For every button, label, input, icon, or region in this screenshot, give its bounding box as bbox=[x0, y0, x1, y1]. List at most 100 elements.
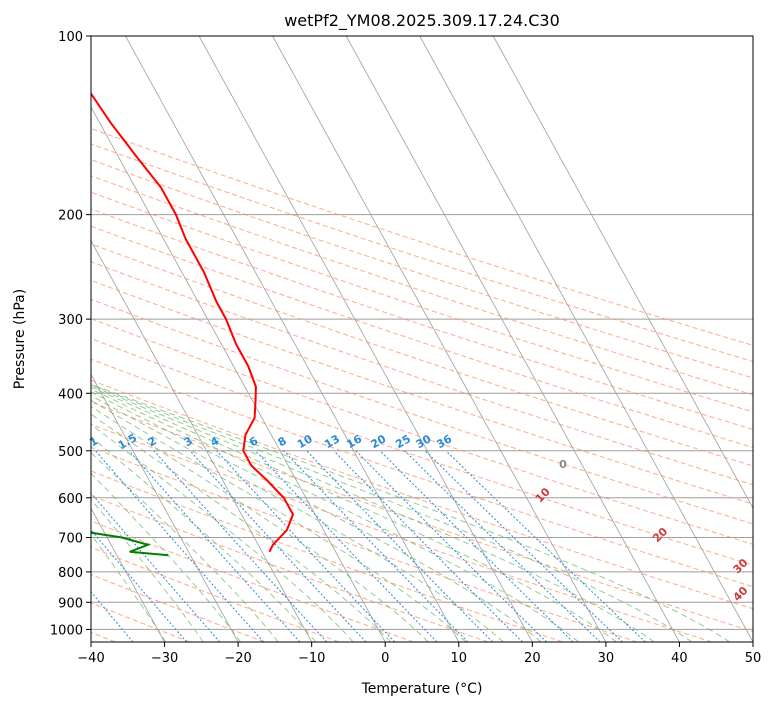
x-tick-label: −10 bbox=[298, 651, 325, 666]
mixing-ratio-line bbox=[95, 450, 264, 642]
mixing-ratio-label: 16 bbox=[344, 432, 364, 451]
moist-adiabat-label: 20 bbox=[650, 525, 670, 545]
y-tick-label: 1000 bbox=[50, 623, 83, 638]
mixing-ratio-line bbox=[306, 450, 494, 642]
plot-frame bbox=[90, 35, 754, 643]
dry-adiabat-line bbox=[91, 520, 414, 642]
isotherm-line bbox=[419, 36, 753, 642]
dry-adiabat-line bbox=[91, 298, 753, 525]
moist-adiabat-line bbox=[91, 498, 204, 642]
y-tick-label: 900 bbox=[58, 596, 83, 611]
dry-adiabat-line bbox=[91, 338, 753, 566]
zero-isotherm-label: 0 bbox=[559, 458, 567, 471]
isotherm-line bbox=[345, 36, 680, 642]
mixing-ratio-label: 20 bbox=[369, 432, 389, 451]
temperature-profile-line bbox=[91, 91, 295, 553]
dry-adiabat-line bbox=[91, 318, 753, 545]
moist-adiabat-line bbox=[91, 385, 655, 642]
mixing-ratio-line bbox=[445, 450, 646, 642]
moist-adiabat-line bbox=[91, 395, 504, 642]
dry-adiabat-line bbox=[91, 279, 753, 505]
y-tick-label: 600 bbox=[58, 492, 83, 507]
x-tick-label: 0 bbox=[381, 651, 389, 666]
dry-adiabat-line bbox=[91, 143, 753, 362]
mixing-ratio-label: 13 bbox=[322, 432, 342, 451]
moist-adiabat-line bbox=[91, 413, 391, 642]
dry-adiabat-line bbox=[91, 602, 190, 642]
moist-adiabat-line bbox=[91, 533, 167, 642]
moist-adiabat-label: 40 bbox=[731, 584, 751, 604]
mixing-ratio-line bbox=[379, 450, 574, 642]
dry-adiabat-line bbox=[91, 225, 753, 449]
dry-adiabat-line bbox=[91, 401, 753, 633]
x-axis-label: Temperature (°C) bbox=[361, 681, 483, 697]
moist-adiabat-line bbox=[91, 386, 617, 642]
isotherm-line bbox=[91, 106, 386, 642]
mixing-ratio-label: 1 bbox=[87, 434, 100, 449]
y-tick-label: 800 bbox=[58, 566, 83, 581]
x-tick-label: 50 bbox=[745, 651, 762, 666]
mixing-ratio-line bbox=[91, 529, 187, 642]
x-tick-label: −20 bbox=[224, 651, 251, 666]
dry-adiabat-line bbox=[91, 446, 638, 642]
mixing-ratio-line bbox=[255, 450, 438, 642]
dry-adiabat-line bbox=[91, 175, 753, 396]
moist-adiabat-line bbox=[91, 384, 693, 642]
y-tick-label: 100 bbox=[58, 30, 83, 45]
mixing-ratio-line bbox=[333, 450, 523, 642]
isotherm-line bbox=[91, 373, 239, 642]
x-tick-label: 20 bbox=[524, 651, 541, 666]
isotherm-line bbox=[492, 36, 753, 510]
mixing-ratio-line bbox=[216, 450, 396, 642]
y-tick-label: 500 bbox=[58, 445, 83, 460]
dry-adiabat-line bbox=[91, 191, 753, 413]
moist-adiabat-line bbox=[91, 452, 279, 642]
dry-adiabat-line bbox=[91, 127, 753, 346]
plot-area bbox=[91, 36, 753, 642]
mixing-ratio-label: 3 bbox=[182, 434, 195, 449]
mixing-ratio-line bbox=[355, 450, 547, 642]
mixing-ratio-line bbox=[128, 450, 301, 642]
x-tick-label: 10 bbox=[451, 651, 468, 666]
y-tick-label: 200 bbox=[58, 209, 83, 224]
moist-adiabat-label: 10 bbox=[533, 485, 553, 505]
mixing-ratio-label: 36 bbox=[434, 432, 454, 451]
moist-adiabat-line bbox=[91, 383, 730, 642]
moist-adiabat-line bbox=[91, 472, 241, 642]
mixing-ratio-line bbox=[404, 450, 601, 642]
dry-adiabat-line bbox=[91, 159, 753, 379]
moist-adiabat-line bbox=[91, 406, 429, 642]
dry-adiabat-line bbox=[91, 495, 489, 642]
dry-adiabat-line bbox=[91, 470, 563, 642]
isotherm-line bbox=[91, 507, 165, 642]
dry-adiabat-line bbox=[91, 208, 753, 431]
x-tick-label: 40 bbox=[671, 651, 688, 666]
mixing-ratio-label: 2 bbox=[146, 434, 159, 449]
y-tick-label: 400 bbox=[58, 387, 83, 402]
mixing-ratio-label: 6 bbox=[247, 434, 260, 449]
dry-adiabat-line bbox=[91, 358, 753, 588]
mixing-ratio-line bbox=[283, 450, 469, 642]
x-tick-label: −40 bbox=[77, 651, 104, 666]
dry-adiabat-line bbox=[91, 423, 712, 642]
moist-adiabat-line bbox=[91, 423, 354, 642]
isotherm-line bbox=[198, 36, 533, 642]
dry-adiabat-line bbox=[91, 243, 753, 467]
moist-adiabat-line bbox=[91, 436, 316, 642]
isotherm-line bbox=[91, 239, 313, 642]
mixing-ratio-line bbox=[424, 450, 623, 642]
isotherm-line bbox=[125, 36, 460, 642]
x-tick-label: −30 bbox=[151, 651, 178, 666]
chart-title: wetPf2_YM08.2025.309.17.24.C30 bbox=[284, 11, 560, 31]
x-tick-label: 30 bbox=[598, 651, 615, 666]
dry-adiabat-line bbox=[91, 379, 753, 610]
moist-adiabat-line bbox=[91, 388, 579, 642]
dry-adiabat-line bbox=[91, 261, 753, 486]
mixing-ratio-line bbox=[189, 450, 367, 642]
moist-adiabat-line bbox=[91, 391, 542, 642]
isotherm-line bbox=[272, 36, 607, 642]
y-axis-label: Pressure (hPa) bbox=[12, 289, 28, 389]
mixing-ratio-line bbox=[153, 450, 328, 642]
y-tick-label: 300 bbox=[58, 313, 83, 328]
